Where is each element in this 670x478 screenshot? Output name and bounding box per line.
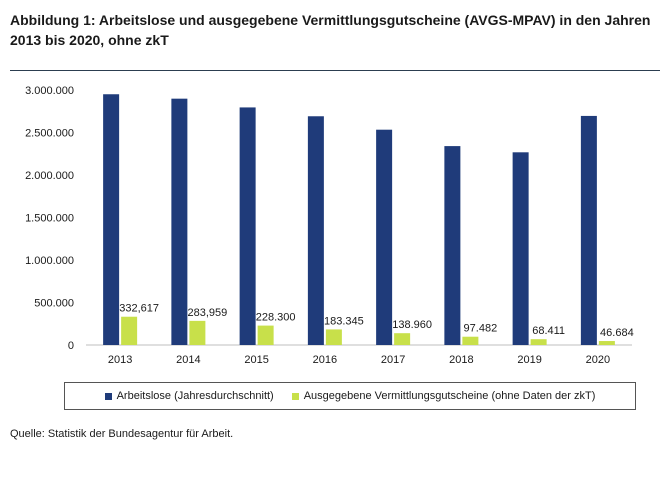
x-tick-label: 2014 — [176, 354, 200, 366]
y-tick-label: 2.000.000 — [25, 170, 74, 182]
x-tick-label: 2017 — [381, 354, 405, 366]
data-label-vermittlungsgutscheine: 138.960 — [392, 319, 432, 331]
bar-arbeitslose — [376, 129, 393, 345]
legend-item-vermittlungsgutscheine: Ausgegebene Vermittlungsgutscheine (ohne… — [291, 390, 596, 402]
data-label-vermittlungsgutscheine: 228.300 — [256, 312, 296, 324]
y-tick-label: 1.000.000 — [25, 255, 74, 267]
chart-legend: Arbeitslose (Jahresdurchschnitt) Ausgege… — [64, 382, 636, 410]
legend-swatch-arbeitslose — [104, 392, 112, 400]
bar-arbeitslose — [171, 98, 188, 345]
legend-label-vermittlungsgutscheine: Ausgegebene Vermittlungsgutscheine (ohne… — [303, 390, 596, 402]
legend-swatch-vermittlungsgutscheine — [291, 392, 299, 400]
y-tick-label: 2.500.000 — [25, 128, 74, 140]
data-label-vermittlungsgutscheine: 97.482 — [464, 323, 498, 335]
data-label-vermittlungsgutscheine: 283,959 — [187, 307, 227, 319]
bar-arbeitslose — [444, 146, 461, 345]
bar-vermittlungsgutscheine — [394, 333, 411, 345]
bar-vermittlungsgutscheine — [530, 339, 547, 345]
bar-vermittlungsgutscheine — [189, 320, 206, 345]
data-label-vermittlungsgutscheine: 46.684 — [600, 327, 634, 339]
y-tick-label: 500.000 — [34, 298, 74, 310]
bar-arbeitslose — [580, 115, 597, 345]
y-tick-label: 3.000.000 — [25, 85, 74, 97]
bar-arbeitslose — [239, 107, 256, 345]
x-tick-label: 2016 — [313, 354, 337, 366]
y-tick-label: 0 — [68, 340, 74, 352]
chart-title: Abbildung 1: Arbeitslose und ausgegebene… — [10, 12, 651, 48]
x-tick-label: 2020 — [586, 354, 610, 366]
x-tick-label: 2015 — [244, 354, 268, 366]
x-tick-label: 2013 — [108, 354, 132, 366]
bar-vermittlungsgutscheine — [462, 336, 479, 345]
bar-vermittlungsgutscheine — [257, 325, 274, 345]
x-tick-label: 2018 — [449, 354, 473, 366]
x-tick-label: 2019 — [517, 354, 541, 366]
y-tick-label: 1.500.000 — [25, 213, 74, 225]
legend-label-arbeitslose: Arbeitslose (Jahresdurchschnitt) — [116, 390, 274, 402]
bar-vermittlungsgutscheine — [598, 341, 615, 345]
bar-vermittlungsgutscheine — [121, 316, 138, 345]
bar-arbeitslose — [307, 116, 324, 345]
source-note: Quelle: Statistik der Bundesagentur für … — [10, 428, 234, 440]
bar-vermittlungsgutscheine — [325, 329, 342, 345]
data-label-vermittlungsgutscheine: 332,617 — [119, 303, 159, 315]
title-divider — [10, 70, 660, 71]
data-label-vermittlungsgutscheine: 183.345 — [324, 315, 364, 327]
bar-arbeitslose — [512, 152, 529, 345]
legend-item-arbeitslose: Arbeitslose (Jahresdurchschnitt) — [104, 390, 274, 402]
data-label-vermittlungsgutscheine: 68.411 — [532, 325, 565, 337]
bar-arbeitslose — [103, 94, 120, 345]
